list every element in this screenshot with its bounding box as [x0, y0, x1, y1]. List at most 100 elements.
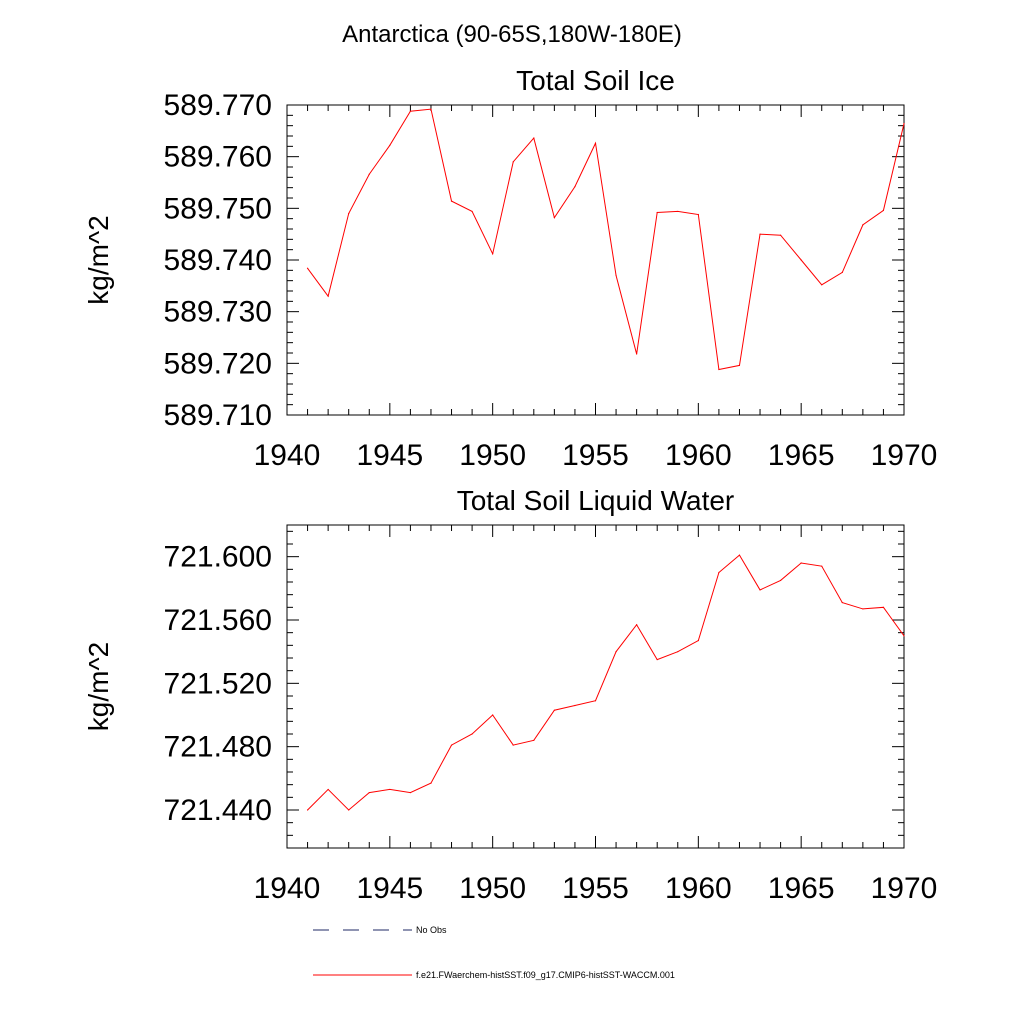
x-tick-label: 1970: [871, 872, 938, 905]
x-tick-label: 1945: [356, 439, 423, 472]
x-tick-label: 1950: [459, 872, 526, 905]
data-point: [553, 709, 555, 711]
y-tick-label: 721.440: [164, 794, 272, 827]
data-point: [718, 368, 720, 371]
data-point: [553, 217, 555, 219]
data-point: [368, 791, 370, 794]
data-point: [841, 601, 843, 604]
x-tick-label: 1965: [768, 872, 835, 905]
data-point: [348, 212, 350, 215]
panel-1: Total Soil Ice kg/m^2 1940 1945 1950 1955 1960…: [83, 65, 937, 472]
figure-title: Antarctica (90-65S,180W-180E): [342, 21, 682, 48]
data-point: [677, 651, 679, 653]
legend-label: f.e21.FWaerchem-histSST.f09_g17.CMIP6-hi…: [416, 970, 675, 980]
x-tick-label: 1970: [871, 439, 938, 472]
y-tick-label: 589.770: [164, 89, 272, 122]
legend: No Obs f.e21.FWaerchem-histSST.f09_g17.CM…: [313, 925, 675, 980]
data-point: [677, 210, 679, 213]
y-tick-label: 721.480: [164, 731, 272, 764]
data-point: [389, 788, 391, 791]
data-point: [512, 744, 514, 746]
x-tick-label: 1955: [562, 439, 629, 472]
data-point: [348, 809, 350, 811]
data-point: [450, 744, 453, 746]
data-point: [574, 704, 576, 707]
series-line: [307, 554, 905, 811]
data-point: [615, 274, 617, 277]
data-point: [450, 200, 453, 202]
x-tick-label: 1940: [254, 439, 321, 472]
data-point: [430, 108, 432, 110]
data-point: [615, 651, 617, 653]
data-point: [738, 554, 741, 556]
x-tick-label: 1950: [459, 439, 526, 472]
data-point: [697, 213, 699, 216]
y-tick-label: 589.710: [164, 399, 272, 432]
y-tick-label: 589.740: [164, 244, 272, 277]
data-point: [882, 606, 885, 608]
data-point: [327, 295, 329, 297]
legend-item: No Obs: [313, 925, 447, 935]
data-point: [512, 161, 514, 163]
data-point: [636, 353, 638, 355]
y-axis-label: kg/m^2: [83, 215, 114, 304]
data-point: [800, 562, 802, 564]
panel-title: Total Soil Liquid Water: [457, 485, 735, 516]
x-tick-label: 1960: [665, 439, 732, 472]
data-point: [903, 635, 905, 637]
x-tick-label: 1965: [768, 439, 835, 472]
panel-2: Total Soil Liquid Water kg/m^2 1940 1945 195…: [83, 485, 937, 905]
data-point: [409, 791, 411, 794]
data-point: [471, 733, 473, 735]
data-point: [306, 809, 309, 811]
data-point: [862, 224, 864, 226]
y-tick-label: 589.760: [164, 141, 272, 174]
data-point: [697, 639, 699, 642]
data-point: [882, 209, 885, 211]
data-point: [780, 579, 782, 582]
y-tick-label: 721.520: [164, 667, 272, 700]
panel-title: Total Soil Ice: [516, 65, 675, 96]
data-point: [738, 364, 741, 366]
data-point: [368, 173, 370, 175]
data-point: [471, 210, 473, 213]
data-point: [656, 658, 658, 661]
y-tick-label: 589.750: [164, 192, 272, 225]
legend-label: No Obs: [416, 925, 447, 935]
data-point: [594, 142, 597, 144]
y-tick-label: 589.730: [164, 296, 272, 329]
data-point: [389, 144, 391, 146]
data-point: [492, 714, 494, 716]
data-point: [656, 211, 658, 214]
y-axis-label: kg/m^2: [83, 642, 114, 731]
data-point: [759, 233, 761, 235]
series-line: [307, 108, 905, 371]
plot-frame: [286, 104, 905, 416]
plot-frame: [286, 524, 905, 849]
data-point: [718, 571, 720, 574]
data-point: [821, 565, 823, 567]
data-point: [306, 267, 309, 269]
x-tick-label: 1940: [254, 872, 321, 905]
data-point: [574, 186, 576, 188]
data-point: [409, 110, 411, 112]
x-tick-label: 1960: [665, 872, 732, 905]
data-point: [492, 253, 494, 255]
data-point: [841, 271, 843, 273]
data-point: [636, 624, 638, 626]
data-point: [862, 608, 864, 610]
y-tick-label: 589.720: [164, 347, 272, 380]
data-point: [800, 259, 802, 261]
y-tick-label: 721.560: [164, 604, 272, 637]
data-point: [533, 137, 535, 139]
x-tick-label: 1955: [562, 872, 629, 905]
data-point: [533, 739, 535, 741]
data-point: [780, 234, 782, 236]
data-point: [759, 589, 761, 591]
legend-item: f.e21.FWaerchem-histSST.f09_g17.CMIP6-hi…: [313, 970, 675, 980]
data-point: [821, 284, 823, 286]
y-tick-label: 721.600: [164, 541, 272, 574]
x-tick-label: 1945: [356, 872, 423, 905]
